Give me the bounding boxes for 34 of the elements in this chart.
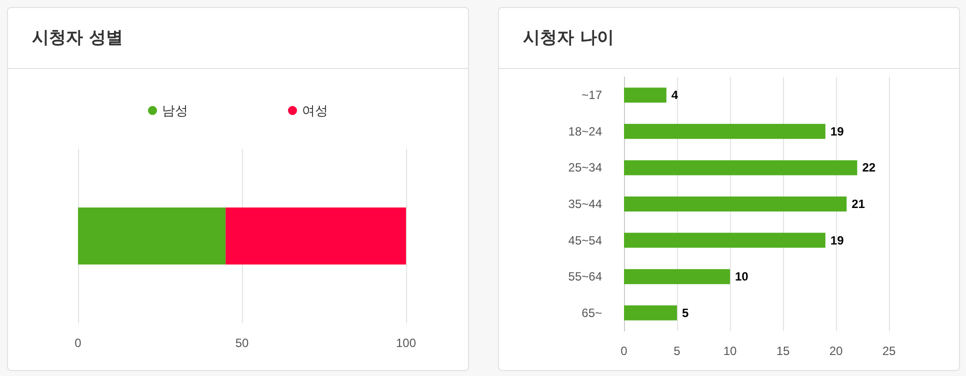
x-tick-label: 5 [674, 344, 681, 358]
chart-title: 시청자 성별 [8, 8, 468, 69]
x-tick-label: 25 [882, 344, 896, 358]
x-tick-label: 20 [829, 344, 843, 358]
y-tick-label: 35~44 [568, 197, 602, 211]
x-tick-label: 100 [396, 336, 416, 350]
bar [624, 269, 730, 284]
y-tick-label: ~17 [582, 88, 602, 102]
bar [624, 160, 858, 176]
x-tick-label: 0 [620, 344, 628, 358]
bar [624, 88, 666, 103]
data-label: 10 [735, 270, 749, 284]
x-tick-label: 10 [723, 344, 737, 358]
chart-title: 시청자 나이 [499, 8, 959, 69]
data-label: 22 [862, 160, 876, 175]
y-tick-label: 18~24 [568, 124, 602, 138]
bar [624, 124, 826, 139]
x-tick-label: 0 [74, 336, 82, 350]
legend-label: 여성 [302, 103, 328, 118]
data-label: 4 [671, 88, 678, 102]
bar [624, 305, 677, 320]
data-label: 19 [830, 124, 844, 138]
data-label: 5 [682, 306, 689, 320]
data-label: 19 [830, 233, 844, 248]
bar [624, 232, 826, 248]
y-tick-label: 25~34 [568, 160, 602, 175]
x-tick-label: 15 [776, 344, 790, 358]
y-tick-label: 45~54 [568, 233, 602, 248]
bar [624, 196, 847, 212]
y-tick-label: 55~64 [568, 270, 602, 284]
data-label: 21 [852, 197, 866, 211]
y-tick-label: 65~ [582, 306, 602, 320]
x-tick-label: 50 [235, 336, 249, 350]
legend-label: 남성 [162, 103, 188, 118]
